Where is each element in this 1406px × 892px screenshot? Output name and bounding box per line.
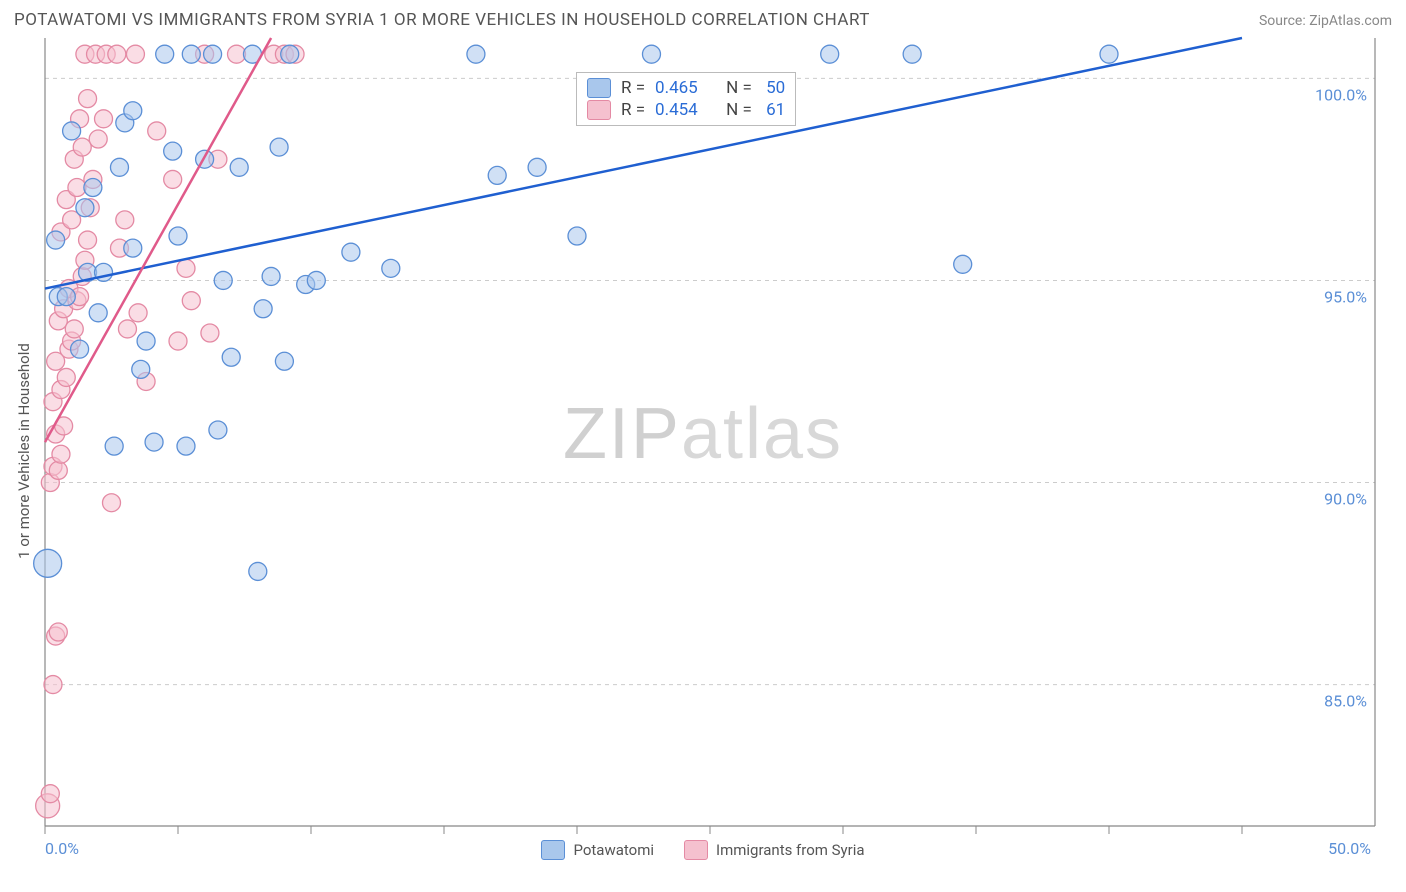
legend-label: Immigrants from Syria xyxy=(716,841,865,859)
svg-text:90.0%: 90.0% xyxy=(1324,490,1367,509)
legend-label: Potawatomi xyxy=(573,841,654,859)
legend-item-potawatomi: Potawatomi xyxy=(541,840,654,860)
bottom-legend: Potawatomi Immigrants from Syria xyxy=(0,840,1406,860)
stats-row: R =0.465 N = 50 xyxy=(587,77,785,99)
source-label: Source: ZipAtlas.com xyxy=(1259,13,1392,29)
chart-area: 1 or more Vehicles in Household ZIPatlas… xyxy=(0,36,1406,866)
stats-row: R =0.454 N = 61 xyxy=(587,99,785,121)
stats-swatch-icon xyxy=(587,78,611,98)
svg-text:100.0%: 100.0% xyxy=(1315,85,1367,104)
svg-text:95.0%: 95.0% xyxy=(1324,287,1367,306)
svg-text:85.0%: 85.0% xyxy=(1324,692,1367,711)
legend-item-syria: Immigrants from Syria xyxy=(684,840,865,860)
stats-legend-box: R =0.465 N = 50R =0.454 N = 61 xyxy=(576,72,796,126)
legend-swatch-icon xyxy=(541,840,565,860)
legend-swatch-icon xyxy=(684,840,708,860)
chart-title: POTAWATOMI VS IMMIGRANTS FROM SYRIA 1 OR… xyxy=(14,10,870,30)
stats-swatch-icon xyxy=(587,100,611,120)
y-axis-label: 1 or more Vehicles in Household xyxy=(15,343,33,559)
watermark: ZIPatlas xyxy=(563,393,843,475)
